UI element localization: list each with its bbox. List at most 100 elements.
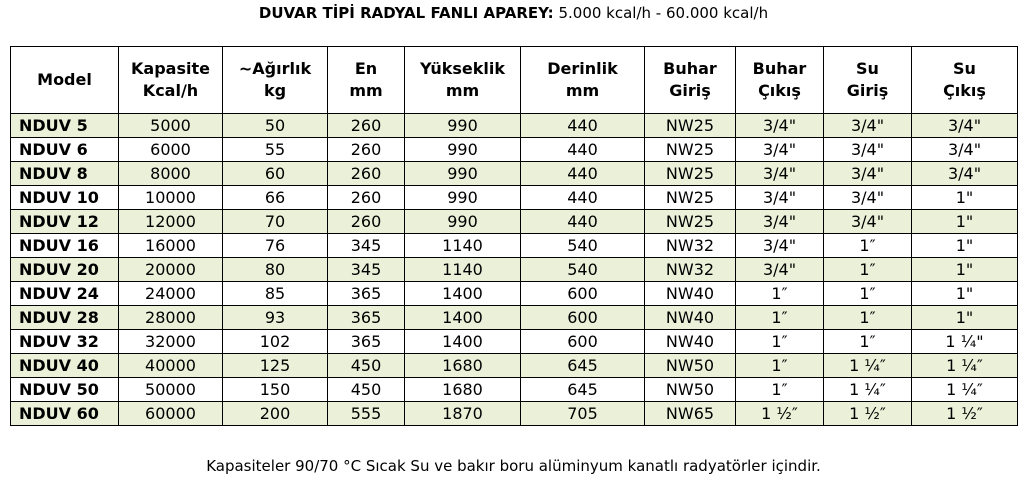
header-cell: Su Giriş: [823, 46, 912, 114]
cell: 1680: [404, 377, 521, 402]
cell: 450: [327, 353, 405, 378]
cell: 440: [520, 137, 645, 162]
cell: 345: [327, 257, 405, 282]
cell: 1400: [404, 281, 521, 306]
cell: 66: [222, 185, 328, 210]
cell: 16000: [118, 233, 223, 258]
cell: 1 ½″: [911, 401, 1018, 426]
cell: 1″: [735, 353, 824, 378]
cell: 3/4": [823, 185, 912, 210]
table-row: NDUV 32 32000 102 365 1400 600 NW40 1″ 1″ 1 ¼": [10, 329, 1018, 354]
cell: 3/4": [911, 113, 1018, 138]
cell: 150: [222, 377, 328, 402]
cell: 200: [222, 401, 328, 426]
cell: 440: [520, 185, 645, 210]
cell: 70: [222, 209, 328, 234]
cell: 1 ¼″: [911, 377, 1018, 402]
cell: 705: [520, 401, 645, 426]
cell: 10000: [118, 185, 223, 210]
cell: 1": [911, 209, 1018, 234]
cell: 1 ¼″: [823, 353, 912, 378]
cell: 3/4": [823, 161, 912, 186]
header-text: Model: [37, 70, 92, 89]
header-text: Kcal/h: [142, 81, 199, 100]
cell: 1": [911, 281, 1018, 306]
cell: 93: [222, 305, 328, 330]
header-cell: ~Ağırlık kg: [222, 46, 328, 114]
cell: 990: [404, 185, 521, 210]
table-row: NDUV 5 5000 50 260 990 440 NW25 3/4" 3/4" 3/4": [10, 113, 1018, 138]
cell: 260: [327, 113, 405, 138]
header-cell: En mm: [327, 46, 405, 114]
model-cell: NDUV 8: [10, 161, 119, 186]
cell: 3/4": [911, 137, 1018, 162]
cell: NW32: [644, 257, 736, 282]
cell: NW25: [644, 185, 736, 210]
cell: 600: [520, 329, 645, 354]
header-text: Çıkış: [758, 81, 801, 100]
cell: 76: [222, 233, 328, 258]
model-cell: NDUV 16: [10, 233, 119, 258]
table-row: NDUV 24 24000 85 365 1400 600 NW40 1″ 1″ 1": [10, 281, 1018, 306]
cell: NW40: [644, 281, 736, 306]
cell: 440: [520, 161, 645, 186]
header-cell: Buhar Giriş: [644, 46, 736, 114]
cell: 1140: [404, 257, 521, 282]
cell: 365: [327, 305, 405, 330]
header-text: Su: [856, 59, 879, 78]
header-text: Giriş: [669, 81, 711, 100]
cell: 440: [520, 209, 645, 234]
header-text: Giriş: [846, 81, 889, 100]
cell: 1680: [404, 353, 521, 378]
header-cell: Su Çıkış: [911, 46, 1018, 114]
cell: 990: [404, 137, 521, 162]
cell: 1″: [735, 281, 824, 306]
cell: 260: [327, 209, 405, 234]
cell: NW25: [644, 113, 736, 138]
header-cell: Derinlik mm: [520, 46, 645, 114]
cell: 32000: [118, 329, 223, 354]
cell: 3/4": [823, 113, 912, 138]
cell: 3/4": [911, 161, 1018, 186]
header-text: Buhar: [663, 59, 717, 78]
cell: 1″: [735, 329, 824, 354]
cell: 60: [222, 161, 328, 186]
header-text: Buhar: [752, 59, 807, 78]
cell: 645: [520, 377, 645, 402]
cell: NW50: [644, 377, 736, 402]
cell: 1": [911, 233, 1018, 258]
cell: 600: [520, 305, 645, 330]
model-cell: NDUV 6: [10, 137, 119, 162]
cell: 1 ¼": [911, 329, 1018, 354]
cell: 20000: [118, 257, 223, 282]
model-cell: NDUV 50: [10, 377, 119, 402]
cell: 1″: [823, 305, 912, 330]
cell: 1″: [823, 329, 912, 354]
cell: 80: [222, 257, 328, 282]
cell: NW40: [644, 329, 736, 354]
title-range: 5.000 kcal/h - 60.000 kcal/h: [558, 4, 769, 22]
cell: 1": [911, 305, 1018, 330]
cell: 1 ¼″: [823, 377, 912, 402]
cell: 1″: [823, 281, 912, 306]
cell: 600: [520, 281, 645, 306]
cell: 55: [222, 137, 328, 162]
cell: 102: [222, 329, 328, 354]
cell: 1 ½″: [735, 401, 824, 426]
cell: 3/4": [735, 257, 824, 282]
header-cell: Yükseklik mm: [404, 46, 521, 114]
cell: NW25: [644, 137, 736, 162]
cell: 28000: [118, 305, 223, 330]
cell: 3/4": [823, 209, 912, 234]
header-text: Yükseklik: [419, 59, 506, 78]
cell: 345: [327, 233, 405, 258]
model-cell: NDUV 28: [10, 305, 119, 330]
title-bold: DUVAR TİPİ RADYAL FANLI APAREY:: [258, 4, 554, 22]
cell: 540: [520, 233, 645, 258]
model-cell: NDUV 5: [10, 113, 119, 138]
header-text: ~Ağırlık: [238, 59, 312, 78]
model-cell: NDUV 32: [10, 329, 119, 354]
cell: 6000: [118, 137, 223, 162]
cell: 85: [222, 281, 328, 306]
